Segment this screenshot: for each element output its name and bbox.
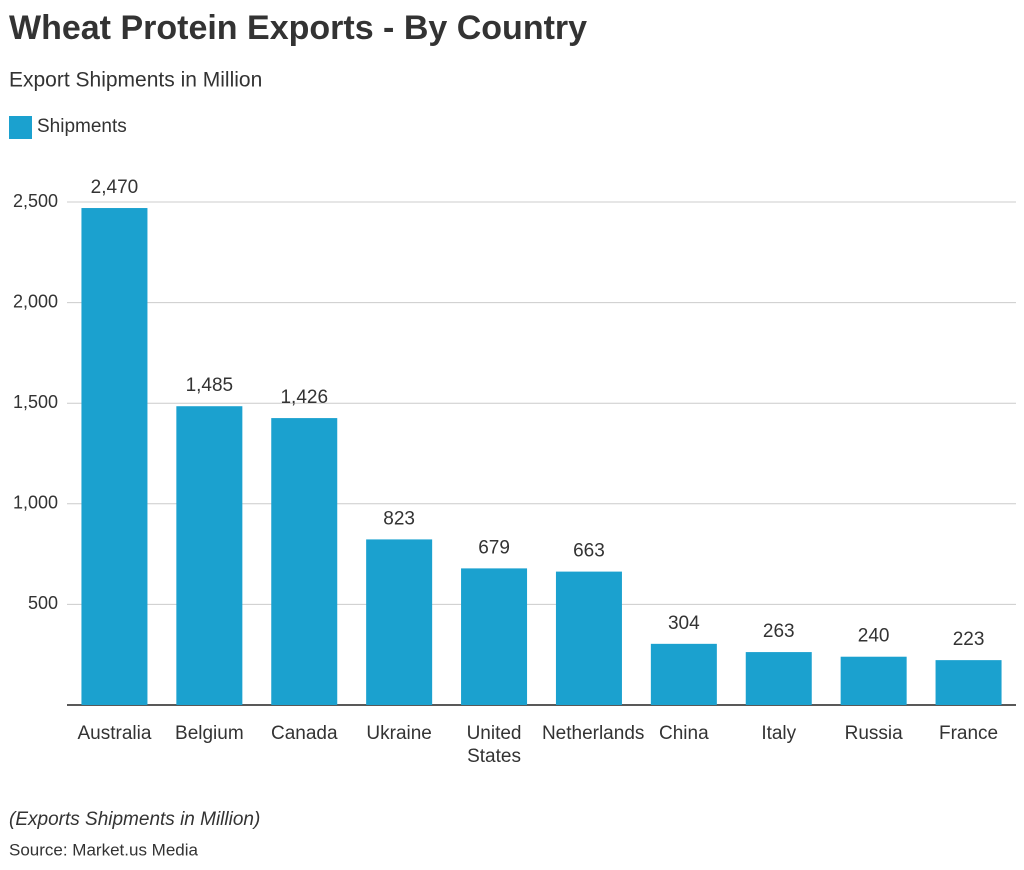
legend-swatch <box>9 116 32 139</box>
data-label: 240 <box>858 626 890 647</box>
x-tick-label: Belgium <box>175 723 244 744</box>
data-label: 263 <box>763 621 795 642</box>
bar <box>745 652 812 705</box>
data-label: 1,485 <box>186 375 234 396</box>
y-tick-label: 1,000 <box>13 493 58 513</box>
y-tick-label: 2,000 <box>13 291 58 311</box>
legend-label: Shipments <box>37 116 127 137</box>
data-label: 2,470 <box>91 177 139 198</box>
data-label: 304 <box>668 613 700 634</box>
data-label: 663 <box>573 541 605 562</box>
x-tick-label: China <box>659 723 709 744</box>
bar <box>176 406 243 705</box>
chart-title: Wheat Protein Exports - By Country <box>9 9 587 47</box>
bar <box>555 571 622 705</box>
bar <box>271 418 338 705</box>
y-tick-label: 2,500 <box>13 191 58 211</box>
bar <box>461 568 528 705</box>
x-tick-label: Canada <box>270 723 338 744</box>
data-label: 1,426 <box>280 387 328 408</box>
bar <box>840 656 907 705</box>
x-tick-label: France <box>938 723 999 744</box>
data-label: 223 <box>953 629 985 650</box>
x-tick-label: Netherlands <box>541 723 645 744</box>
bar <box>650 643 717 705</box>
bar <box>366 539 433 705</box>
chart-subtitle: Export Shipments in Million <box>9 69 262 92</box>
bar <box>935 660 1002 705</box>
note: (Exports Shipments in Million) <box>9 809 260 830</box>
data-label: 823 <box>383 508 415 529</box>
source: Source: Market.us Media <box>9 840 199 859</box>
x-tick-label: Russia <box>844 723 903 744</box>
data-label: 679 <box>478 537 510 558</box>
bar <box>81 208 148 705</box>
x-tick-label: Australia <box>77 723 152 744</box>
x-tick-label: Ukraine <box>366 723 432 744</box>
x-tick-label: Italy <box>761 723 797 744</box>
y-tick-label: 500 <box>28 593 58 613</box>
y-tick-label: 1,500 <box>13 392 58 412</box>
x-tick-label: United States <box>466 723 522 767</box>
